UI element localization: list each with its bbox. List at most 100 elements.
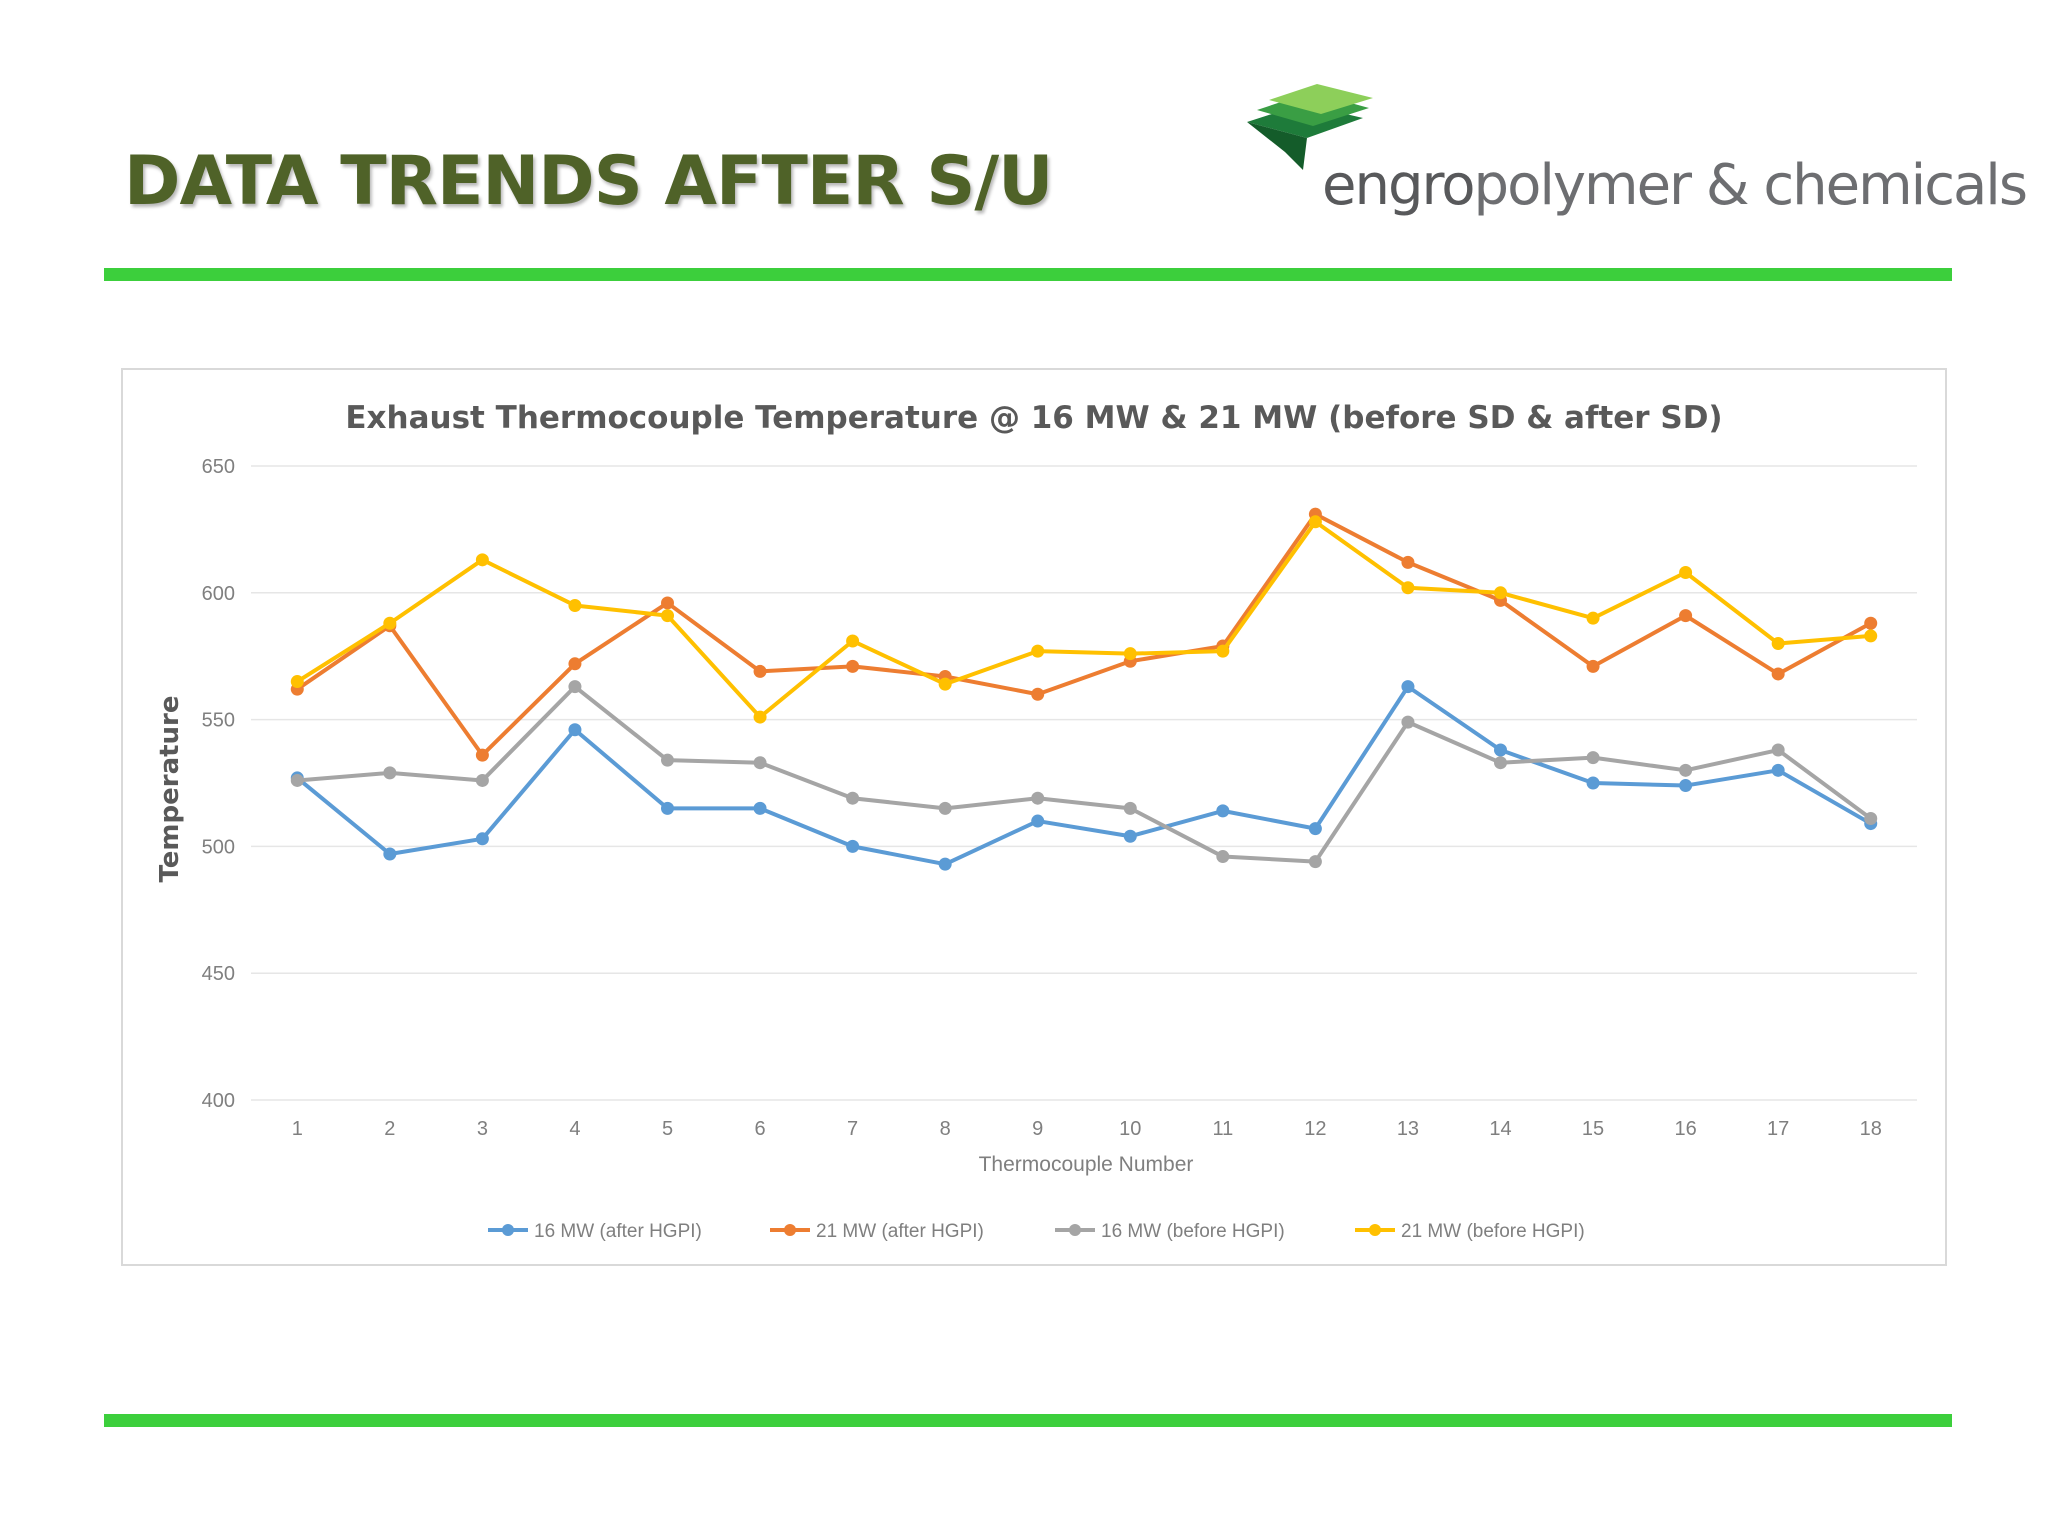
legend-label: 16 MW (after HGPI) <box>534 1221 702 1242</box>
series-line <box>296 512 1872 758</box>
data-point <box>1679 566 1693 580</box>
series-line <box>296 519 1871 720</box>
data-point <box>1216 804 1230 818</box>
x-tick-label: 11 <box>1212 1118 1233 1140</box>
x-tick-label: 3 <box>477 1118 488 1140</box>
legend-swatch-marker <box>502 1224 514 1236</box>
legend-label: 16 MW (before HGPI) <box>1101 1221 1285 1242</box>
data-point <box>290 773 304 787</box>
x-axis-title: Thermocouple Number <box>979 1153 1194 1176</box>
data-point <box>846 659 860 673</box>
data-point <box>1031 814 1045 828</box>
legend-swatch-marker <box>1069 1224 1081 1236</box>
chart-container: Exhaust Thermocouple Temperature @ 16 MW… <box>121 368 1947 1266</box>
legend-item: 21 MW (before HGPI) <box>1355 1221 1585 1242</box>
logo-wordmark: engropolymer & chemicals <box>1322 158 2028 214</box>
data-point <box>1031 687 1045 701</box>
data-point <box>846 791 860 805</box>
data-point <box>1494 756 1507 770</box>
data-point <box>1586 611 1600 625</box>
data-point <box>290 675 304 689</box>
engro-logo: engropolymer & chemicals <box>1245 82 2028 232</box>
x-tick-label: 9 <box>1032 1118 1043 1140</box>
data-point <box>1586 659 1600 673</box>
data-point <box>1864 812 1878 826</box>
data-point <box>661 596 674 610</box>
data-point <box>1864 616 1878 630</box>
data-point <box>938 677 952 691</box>
x-tick-label: 6 <box>754 1118 765 1140</box>
x-tick-label: 5 <box>662 1118 673 1140</box>
data-point <box>1123 801 1137 815</box>
y-tick-label: 600 <box>202 583 235 605</box>
x-tick-label: 10 <box>1119 1118 1141 1140</box>
y-axis-title: Temperature <box>155 695 185 882</box>
x-tick-label: 16 <box>1674 1118 1696 1140</box>
x-tick-label: 15 <box>1582 1118 1604 1140</box>
data-point <box>475 553 489 567</box>
legend-item: 16 MW (before HGPI) <box>1055 1221 1285 1242</box>
x-axis-ticks: 1 2 3 4 5 6 7 8 9 10 11 12 13 14 15 16 17 18 <box>292 1118 1882 1140</box>
line-chart: Exhaust Thermocouple Temperature @ 16 MW… <box>155 400 1917 1242</box>
data-point <box>1401 680 1415 694</box>
data-point <box>753 756 767 770</box>
data-point <box>661 609 674 623</box>
y-tick-label: 550 <box>202 710 235 732</box>
data-point <box>1308 515 1322 529</box>
x-tick-label: 7 <box>847 1118 858 1140</box>
data-point <box>1308 822 1322 836</box>
data-point <box>383 766 397 780</box>
data-point <box>1308 855 1322 869</box>
y-tick-label: 450 <box>202 963 235 985</box>
chart-legend: 16 MW (after HGPI) 21 MW (after HGPI) 16 M… <box>488 1221 1585 1242</box>
data-point <box>1494 586 1507 600</box>
x-tick-label: 14 <box>1489 1118 1511 1140</box>
y-axis-ticks: 400 450 500 550 600 650 <box>202 456 235 1112</box>
data-point <box>846 634 860 648</box>
legend-item: 21 MW (after HGPI) <box>770 1221 984 1242</box>
data-point <box>1031 791 1045 805</box>
x-tick-label: 17 <box>1767 1118 1789 1140</box>
data-point <box>753 801 767 815</box>
legend-swatch-marker <box>784 1224 796 1236</box>
gridlines <box>251 465 1917 1101</box>
data-point <box>1864 629 1878 643</box>
data-point <box>1031 644 1045 658</box>
data-point <box>383 847 397 861</box>
data-point <box>661 801 674 815</box>
slide-title: DATA TRENDS AFTER S/U <box>124 142 1053 221</box>
logo-word-engro: engro <box>1322 153 1476 218</box>
data-point <box>1401 555 1415 569</box>
legend-label: 21 MW (after HGPI) <box>816 1221 984 1242</box>
data-point <box>1679 609 1693 623</box>
x-tick-label: 8 <box>940 1118 951 1140</box>
y-tick-label: 400 <box>202 1090 235 1112</box>
x-tick-label: 4 <box>569 1118 580 1140</box>
data-point <box>1123 647 1137 661</box>
data-point <box>1401 581 1415 595</box>
legend-swatch-marker <box>1369 1224 1381 1236</box>
data-point <box>1216 644 1230 658</box>
chart-title: Exhaust Thermocouple Temperature @ 16 MW… <box>345 400 1722 436</box>
data-point <box>753 710 767 724</box>
data-point <box>1679 779 1693 793</box>
data-point <box>568 657 582 671</box>
data-point <box>475 748 489 762</box>
logo-word-polymer: polymer & chemicals <box>1473 153 2028 218</box>
series-21-mw-after-hgpi <box>290 507 1878 762</box>
data-point <box>568 680 582 694</box>
series-lines <box>290 507 1878 871</box>
data-point <box>938 801 952 815</box>
x-tick-label: 2 <box>384 1118 395 1140</box>
data-point <box>1123 829 1137 843</box>
y-tick-label: 500 <box>202 836 235 858</box>
data-point <box>1679 763 1693 777</box>
series-line <box>297 684 1872 864</box>
data-point <box>1216 850 1230 864</box>
x-tick-label: 1 <box>292 1118 303 1140</box>
data-point <box>383 616 397 630</box>
data-point <box>1771 743 1785 757</box>
data-point <box>475 832 489 846</box>
data-point <box>753 664 767 678</box>
legend-label: 21 MW (before HGPI) <box>1401 1221 1585 1242</box>
